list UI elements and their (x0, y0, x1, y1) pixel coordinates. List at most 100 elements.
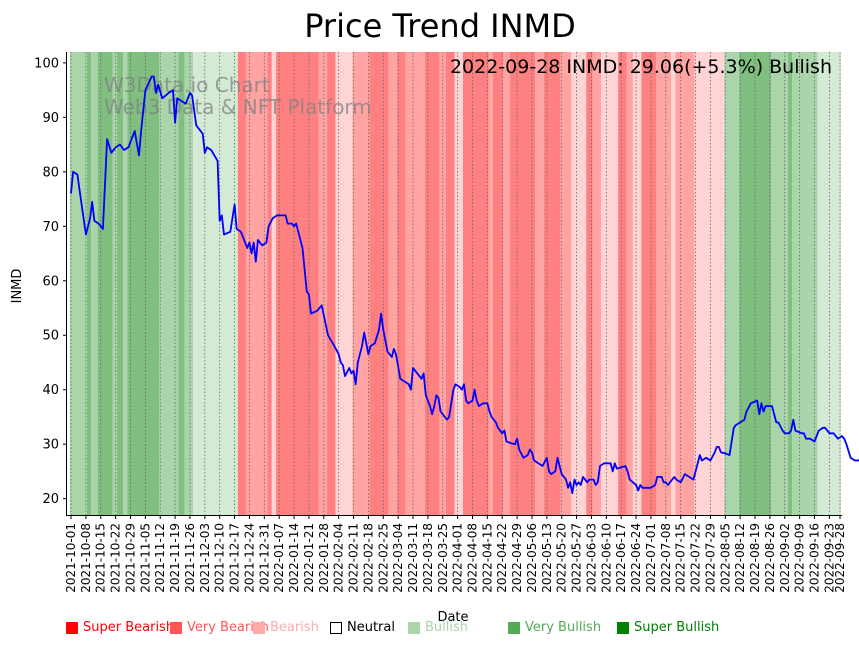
x-tick-label: 2022-09-02 (778, 523, 792, 593)
y-tick-label: 20 (42, 492, 59, 507)
sentiment-band-bullish (123, 52, 128, 515)
x-tick-label: 2022-08-19 (748, 523, 762, 593)
x-tick-label: 2021-10-22 (109, 523, 123, 593)
x-tick-label: 2022-05-20 (555, 523, 569, 593)
x-tick-label: 2021-10-01 (64, 523, 78, 593)
legend-item-very-bullish: Very Bullish (508, 620, 601, 635)
y-tick-label: 40 (42, 383, 59, 398)
x-tick-label: 2021-12-24 (242, 523, 256, 593)
watermark-line-2: Web3 Data & NFT Platform (104, 95, 372, 119)
sentiment-band-bullish (724, 52, 740, 515)
x-tick-label: 2022-03-25 (436, 523, 450, 593)
y-tick-label: 100 (34, 56, 59, 71)
sentiment-band-bearish (388, 52, 398, 515)
x-tick-label: 2022-07-15 (674, 523, 688, 593)
x-tick-label: 2022-04-29 (510, 523, 524, 593)
x-tick-label: 2022-06-17 (614, 523, 628, 593)
x-tick-label: 2022-09-09 (793, 523, 807, 593)
sentiment-band-bullish (91, 52, 98, 515)
sentiment-band-bearish (560, 52, 572, 515)
legend-label: Very Bullish (525, 620, 602, 635)
y-tick-label: 70 (42, 220, 59, 235)
sentiment-band-weak_bearish (671, 52, 676, 515)
x-tick-label: 2022-07-01 (644, 523, 658, 593)
axes (66, 52, 842, 516)
sentiment-band-very_bearish (586, 52, 593, 515)
x-tick-label: 2022-09-16 (808, 523, 822, 593)
legend-label: Bearish (270, 620, 319, 635)
x-tick-label: 2022-07-08 (659, 523, 673, 593)
sentiment-band-very_bearish (327, 52, 336, 515)
y-tick-label: 80 (42, 165, 59, 180)
legend-label: Neutral (347, 620, 395, 635)
x-tick-label: 2022-02-11 (347, 523, 361, 593)
sentiment-band-bearish (405, 52, 425, 515)
x-tick-label: 2022-02-25 (376, 523, 390, 593)
series-line-inmd (70, 75, 859, 495)
sentiment-band-very_bearish (618, 52, 627, 515)
x-gridlines (70, 52, 841, 515)
sentiment-band-bearish (592, 52, 602, 515)
x-tick-label: 2022-09-23 (822, 523, 836, 593)
legend-label: Very Bearish (187, 620, 269, 635)
sentiment-band-very_bearish (397, 52, 406, 515)
sentiment-band-bearish (675, 52, 695, 515)
x-tick-label: 2022-03-11 (406, 523, 420, 593)
x-tick-label: 2022-02-04 (332, 523, 346, 593)
sentiment-band-bearish (318, 52, 328, 515)
legend-swatch-icon (66, 621, 78, 634)
sentiment-band-very_bullish (788, 52, 793, 515)
y-tick-label: 60 (42, 274, 59, 289)
sentiment-bands (70, 52, 841, 515)
x-tick-label: 2022-01-07 (272, 523, 286, 593)
sentiment-band-bearish (503, 52, 510, 515)
sentiment-band-bullish (792, 52, 818, 515)
legend-item-super-bearish: Super Bearish (66, 620, 174, 635)
x-tick-label: 2022-06-03 (584, 523, 598, 593)
x-tick-label: 2022-08-26 (763, 523, 777, 593)
sentiment-band-very_bearish (509, 52, 536, 515)
legend-item-very-bearish: Very Bearish (170, 620, 269, 635)
sentiment-band-very_bearish (492, 52, 504, 515)
sentiment-band-weak_bearish (271, 52, 277, 515)
legend-item-super-bullish: Super Bullish (617, 620, 719, 635)
sentiment-band-very_bullish (97, 52, 113, 515)
latest-annotation: 2022-09-28 INMD: 29.06(+5.3%) Bullish (450, 56, 832, 78)
sentiment-band-bearish (352, 52, 370, 515)
legend-swatch-icon (253, 621, 265, 634)
x-tick-label: 2022-05-06 (525, 523, 539, 593)
sentiment-band-very_bearish (276, 52, 319, 515)
sentiment-band-weak_bearish (632, 52, 642, 515)
x-tick-label: 2022-03-18 (421, 523, 435, 593)
sentiment-band-bearish (535, 52, 544, 515)
x-tick-label: 2022-07-22 (689, 523, 703, 593)
sentiment-band-bullish (112, 52, 117, 515)
sentiment-band-weak_bullish (193, 52, 238, 515)
x-tick-label: 2021-12-03 (198, 523, 212, 593)
x-tick-label: 2022-09-28 (833, 523, 847, 593)
x-tick-label: 2022-02-18 (361, 523, 375, 593)
x-tick-label: 2022-07-29 (703, 523, 717, 593)
x-tick-label: 2021-11-19 (168, 523, 182, 593)
sentiment-band-weak_bearish (601, 52, 619, 515)
x-tick-label: 2022-03-04 (391, 523, 405, 593)
x-tick-label: 2021-10-08 (79, 523, 93, 593)
x-tick-label: 2021-11-05 (138, 523, 152, 593)
sentiment-band-very_bearish (446, 52, 455, 515)
x-ticks: 2021-10-01 2021-10-08 2021-10-15 2021-10-22… (64, 515, 847, 593)
sentiment-band-very_bullish (86, 52, 92, 515)
sentiment-band-very_bearish (369, 52, 389, 515)
sentiment-band-bullish (70, 52, 87, 515)
x-tick-label: 2021-12-10 (213, 523, 227, 593)
legend-swatch-icon (330, 621, 342, 634)
x-tick-label: 2022-04-08 (465, 523, 479, 593)
legend-item-neutral: Neutral (330, 620, 395, 635)
sentiment-band-bearish (626, 52, 633, 515)
sentiment-band-weak_bearish (335, 52, 353, 515)
sentiment-band-very_bearish (462, 52, 489, 515)
legend-item-bullish: Bullish (408, 620, 468, 635)
sentiment-band-very_bearish (237, 52, 247, 515)
watermark-line-1: W3Data.io Chart (104, 73, 270, 97)
y-tick-label: 50 (42, 329, 59, 344)
x-tick-label: 2021-12-31 (257, 523, 271, 593)
